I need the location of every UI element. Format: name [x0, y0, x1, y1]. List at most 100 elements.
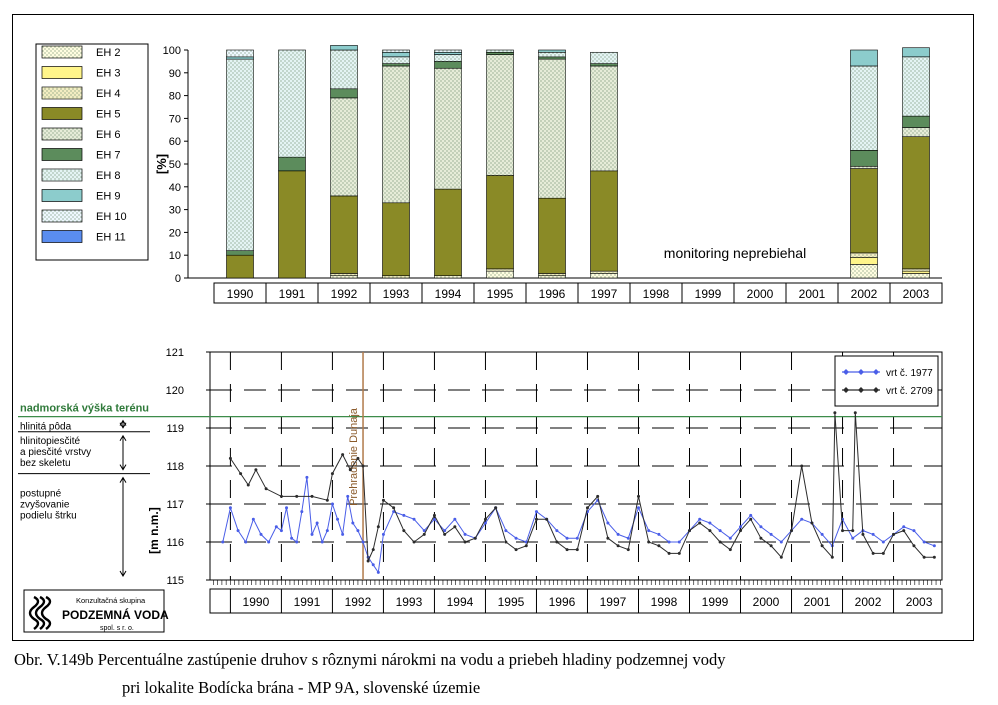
line-series-point — [422, 532, 426, 536]
line-series-point — [841, 529, 845, 533]
line-series-point — [392, 506, 396, 510]
line-series-point — [790, 529, 794, 533]
bar-segment-pattern — [902, 127, 930, 137]
line-series-point — [739, 525, 743, 529]
line-series-point — [381, 532, 385, 536]
line-series-point — [356, 456, 360, 460]
line-y-tick-label: 119 — [166, 423, 184, 435]
bar-legend-label: EH 5 — [96, 109, 120, 121]
line-series-point — [228, 506, 232, 510]
line-series-point — [647, 540, 651, 544]
bar-x-tick-label: 1997 — [591, 287, 618, 301]
line-series-point — [606, 536, 610, 540]
bar-segment — [850, 49, 878, 67]
bar-segment — [226, 254, 254, 279]
bar-legend: EH 2 EH 3 EH 4 EH 5 EH 6 EH 7 EH 8 EH 9 EH 10 EH … — [35, 43, 149, 261]
bar-segment — [486, 51, 514, 55]
line-series-point — [851, 529, 855, 533]
bar-segment — [382, 63, 410, 67]
bar-segment — [850, 168, 878, 254]
line-series-point — [356, 529, 360, 533]
bar-legend-label: EH 8 — [96, 170, 120, 182]
line-series-point — [698, 517, 702, 521]
line-series-path — [229, 412, 935, 562]
bar-legend-swatch-pattern — [42, 169, 82, 181]
line-series-point — [912, 529, 916, 533]
bar-y-tick-label: 80 — [169, 91, 181, 103]
bar-segment — [226, 56, 254, 60]
bar-annotation: monitoring neprebiehal — [664, 245, 806, 261]
line-series-point — [861, 532, 865, 536]
line-series-point — [473, 536, 477, 540]
line-series-point — [514, 548, 518, 552]
line-series-point — [443, 532, 447, 536]
line-series-point — [779, 555, 783, 559]
bar-segment-pattern — [382, 50, 410, 53]
bar-x-tick-label: 1995 — [487, 287, 514, 301]
bar-x-tick-label: 2003 — [903, 287, 930, 301]
bar-x-tick-label: 1996 — [539, 287, 566, 301]
bar-segment — [902, 115, 930, 128]
bar-x-tick-label: 2001 — [799, 287, 826, 301]
bar-segment — [538, 49, 566, 53]
line-series-point — [932, 544, 936, 548]
bar-x-tick-label: 1994 — [435, 287, 462, 301]
line-series-point — [728, 536, 732, 540]
line-y-tick-label: 120 — [166, 385, 184, 397]
line-series-point — [504, 540, 508, 544]
bar-legend-label: EH 3 — [96, 68, 120, 80]
arrow-down-icon — [119, 570, 127, 577]
line-series-point — [504, 529, 508, 533]
line-series-point — [336, 517, 340, 521]
line-series-point — [371, 548, 375, 552]
bar-segment — [278, 156, 306, 172]
line-series-point — [524, 544, 528, 548]
line-series-point — [606, 521, 610, 525]
bar-segment — [434, 61, 462, 69]
bar-y-tick-label: 40 — [169, 182, 181, 194]
line-series-point — [376, 570, 380, 574]
line-series-point — [310, 494, 314, 498]
bar-segment-pattern — [382, 56, 410, 64]
line-series-point — [366, 559, 370, 563]
soil-layer-label: hlinitopiesčité — [20, 436, 80, 447]
logo-text-line3: spol. s r. o. — [100, 625, 134, 632]
line-series-point — [534, 517, 538, 521]
bar-segment-pattern — [434, 68, 462, 190]
line-series-point — [698, 521, 702, 525]
line-series-point — [330, 472, 334, 476]
diamond-marker-icon — [843, 387, 849, 393]
line-series-point — [657, 532, 661, 536]
line-series-point — [575, 536, 579, 540]
line-series-point — [769, 544, 773, 548]
bar-legend-swatch — [41, 189, 83, 202]
line-x-label-box — [209, 588, 943, 614]
line-series-point — [626, 548, 630, 552]
bar-segment — [382, 202, 410, 277]
bar-segment — [538, 56, 566, 60]
line-series-point — [565, 536, 569, 540]
line-series-point — [585, 506, 589, 510]
bar-segment — [382, 51, 410, 58]
line-series-point — [494, 506, 498, 510]
diamond-marker-icon — [843, 369, 849, 375]
bar-segment-pattern — [850, 252, 878, 258]
line-series-point — [295, 494, 299, 498]
line-series-point — [708, 521, 712, 525]
line-series-point — [657, 544, 661, 548]
bar-legend-swatch — [41, 148, 83, 161]
line-series-point — [351, 521, 355, 525]
line-series-point — [325, 498, 329, 502]
line-x-tick-label: 1998 — [651, 595, 678, 609]
bar-segment — [902, 270, 930, 274]
line-series-point — [922, 555, 926, 559]
bar-segment-pattern — [538, 275, 566, 278]
line-chart: 115 116 117 118 119 120 121 1990 1991 1992 1993 199… — [18, 347, 943, 614]
bar-y-tick-label: 100 — [163, 45, 181, 57]
soil-layer-label: zvyšovanie — [20, 499, 70, 510]
bar-segment-pattern — [486, 50, 514, 53]
bar-legend-swatch-pattern — [42, 46, 82, 58]
line-series-point — [325, 529, 329, 533]
bar-segment-pattern — [486, 54, 514, 176]
bar-segment — [590, 170, 618, 272]
